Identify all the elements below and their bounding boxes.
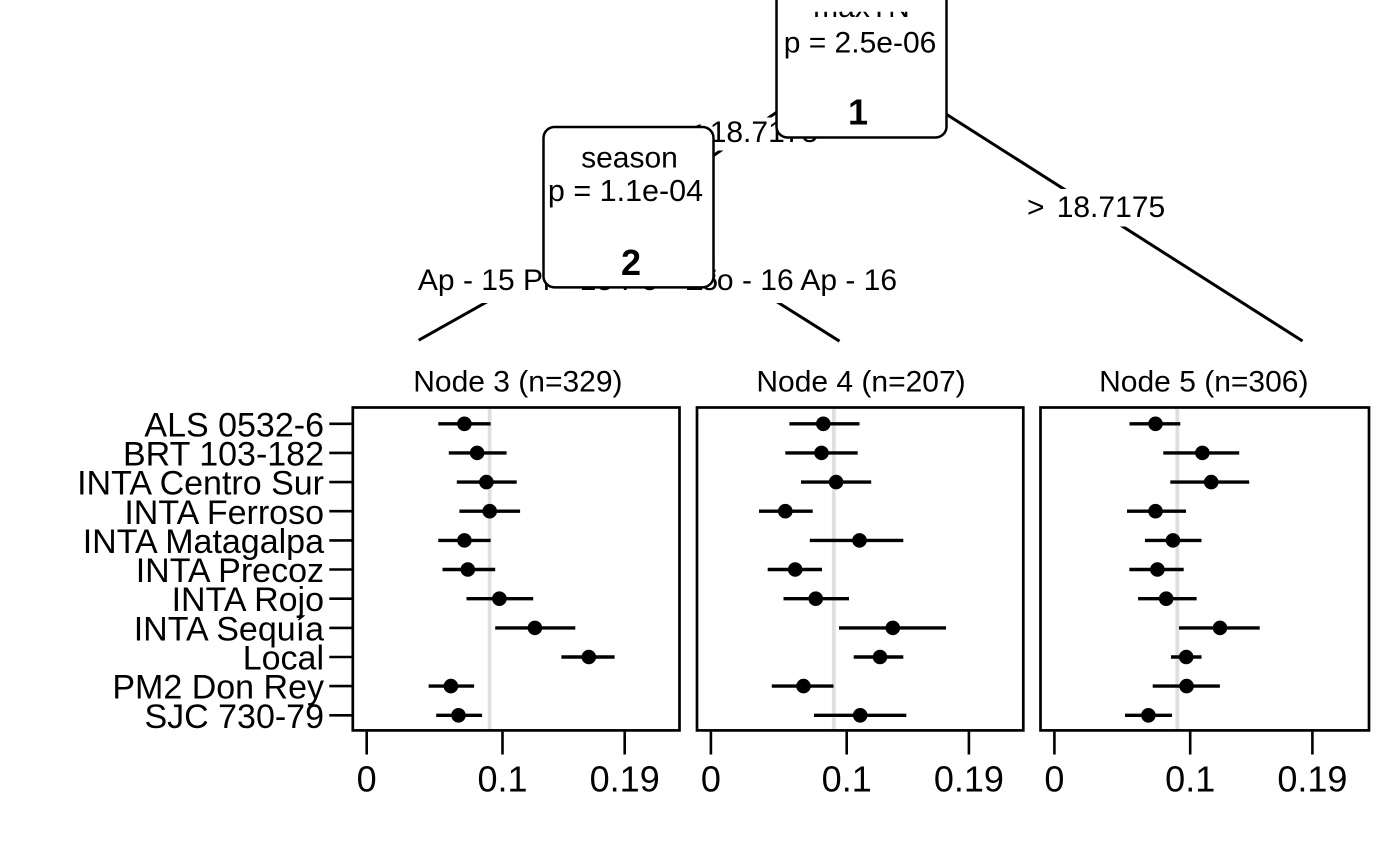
svg-text:0.19: 0.19 xyxy=(1277,759,1347,800)
svg-text:p = 1.1e-04: p = 1.1e-04 xyxy=(548,174,703,208)
svg-text:18.7175: 18.7175 xyxy=(1057,191,1165,224)
svg-text:season: season xyxy=(581,142,678,175)
svg-text:1: 1 xyxy=(848,91,868,132)
svg-text:0.19: 0.19 xyxy=(590,759,660,800)
svg-text:INTA Sequía: INTA Sequía xyxy=(134,610,324,648)
svg-text:INTA Matagalpa: INTA Matagalpa xyxy=(83,523,324,561)
svg-text:>: > xyxy=(1027,191,1045,224)
svg-text:INTA Ferroso: INTA Ferroso xyxy=(124,494,324,532)
svg-text:PM2 Don Rey: PM2 Don Rey xyxy=(112,669,324,707)
svg-text:Node 4 (n=207): Node 4 (n=207) xyxy=(756,366,965,399)
svg-text:Po - 16 Ap - 16: Po - 16 Ap - 16 xyxy=(697,264,897,297)
svg-text:0.1: 0.1 xyxy=(1165,759,1215,800)
svg-text:Local: Local xyxy=(243,640,324,678)
svg-text:0: 0 xyxy=(701,759,721,800)
svg-text:0: 0 xyxy=(357,759,377,800)
svg-text:0: 0 xyxy=(1044,759,1064,800)
svg-text:Node 3 (n=329): Node 3 (n=329) xyxy=(413,366,622,399)
svg-text:SJC 730-79: SJC 730-79 xyxy=(144,698,324,736)
svg-text:INTA Centro Sur: INTA Centro Sur xyxy=(77,465,324,503)
svg-text:0.19: 0.19 xyxy=(934,759,1004,800)
svg-text:INTA Precoz: INTA Precoz xyxy=(136,552,324,590)
svg-text:ALS 0532-6: ALS 0532-6 xyxy=(144,406,324,444)
svg-text:0.1: 0.1 xyxy=(477,759,527,800)
svg-text:2: 2 xyxy=(621,242,641,283)
svg-text:INTA Rojo: INTA Rojo xyxy=(172,581,324,619)
svg-text:BRT 103-182: BRT 103-182 xyxy=(123,435,324,473)
svg-text:0.1: 0.1 xyxy=(822,759,872,800)
svg-text:maxTN: maxTN xyxy=(813,0,910,24)
svg-text:Node 5 (n=306): Node 5 (n=306) xyxy=(1099,366,1308,399)
svg-text:p = 2.5e-06: p = 2.5e-06 xyxy=(784,27,937,60)
